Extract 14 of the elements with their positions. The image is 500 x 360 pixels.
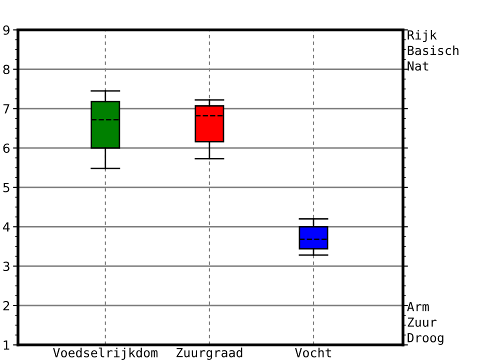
x-tick-label: Vocht (295, 348, 332, 358)
x-tick-label: Zuurgraad (176, 348, 242, 360)
y-tick-label: 7 (3, 104, 10, 114)
x-tick-label: Voedselrijkdom (53, 348, 158, 360)
y-tick-label: 8 (3, 64, 10, 74)
text: Arm Zuur Droog (407, 302, 444, 345)
y-tick-label: 9 (3, 25, 10, 35)
y-tick-label: 1 (4, 340, 10, 350)
y-tick-label: 4 (3, 222, 10, 232)
y-tick-label: 6 (3, 143, 10, 153)
y-tick-label: 2 (3, 300, 10, 310)
y-tick-label: 5 (3, 183, 10, 192)
text: Rijk Basisch Nat (408, 30, 458, 71)
y-tick-label: 3 (3, 262, 10, 272)
